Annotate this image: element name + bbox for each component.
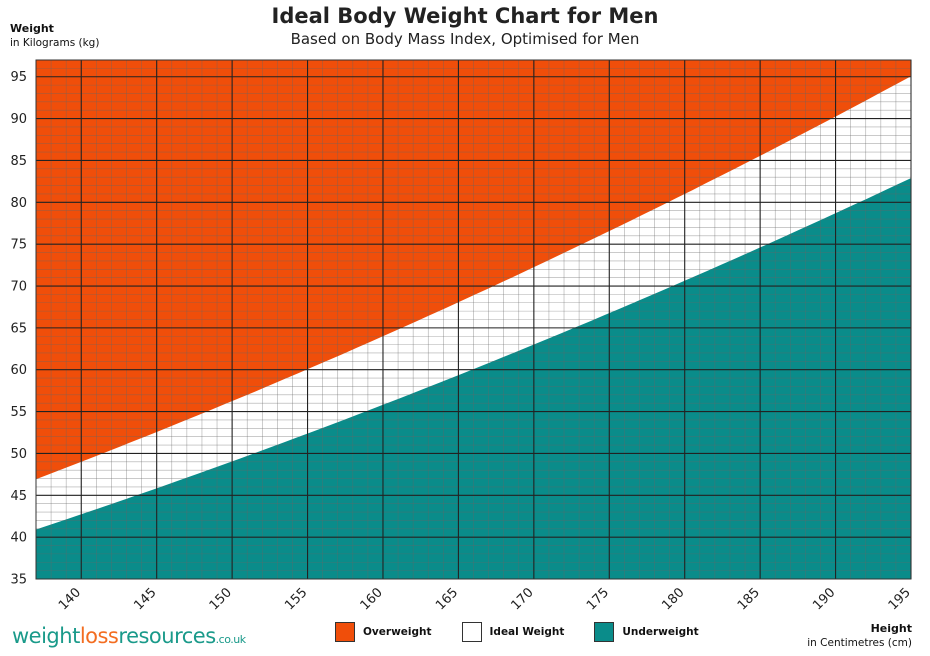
x-axis-unit: in Centimetres (cm)	[807, 637, 912, 649]
y-tick-label: 50	[10, 447, 27, 462]
brand-part-loss: loss	[79, 624, 119, 648]
y-tick-label: 35	[10, 573, 27, 588]
x-tick-label: 160	[358, 585, 386, 613]
legend-swatch-overweight	[335, 622, 355, 642]
x-tick-label: 170	[509, 585, 537, 613]
x-tick-label: 150	[207, 585, 235, 613]
y-axis-title: Weight	[10, 22, 54, 35]
y-tick-label: 75	[10, 238, 27, 253]
y-axis-unit: in Kilograms (kg)	[10, 37, 100, 49]
x-tick-label: 180	[659, 585, 687, 613]
legend-label-underweight: Underweight	[622, 626, 699, 638]
legend-swatch-underweight	[594, 622, 615, 642]
x-tick-label: 145	[131, 585, 159, 613]
x-tick-label: 140	[56, 585, 84, 613]
brand-logo: weightlossresources.co.uk	[12, 624, 246, 648]
chart-title: Ideal Body Weight Chart for Men	[271, 4, 659, 28]
legend-item-underweight: Underweight	[594, 622, 699, 642]
chart-legend: Overweight Ideal Weight Underweight	[335, 622, 729, 642]
y-tick-label: 65	[10, 321, 27, 336]
brand-part-resources: resources	[118, 624, 216, 648]
legend-item-ideal: Ideal Weight	[461, 622, 565, 642]
y-tick-label: 80	[10, 196, 27, 211]
x-tick-label: 185	[735, 585, 763, 613]
y-tick-label: 45	[10, 489, 27, 504]
y-tick-label: 85	[10, 154, 27, 169]
chart-subtitle: Based on Body Mass Index, Optimised for …	[290, 30, 640, 48]
x-tick-label: 195	[886, 585, 914, 613]
y-tick-label: 70	[10, 280, 27, 295]
legend-label-ideal: Ideal Weight	[489, 626, 565, 638]
legend-item-overweight: Overweight	[335, 622, 432, 642]
x-tick-label: 175	[584, 585, 612, 613]
brand-part-weight: weight	[12, 624, 80, 648]
x-axis-label: Height in Centimetres (cm)	[807, 622, 912, 650]
y-tick-label: 95	[10, 70, 27, 85]
y-tick-label: 55	[10, 405, 27, 420]
plot-frame	[35, 59, 912, 580]
x-tick-label: 155	[282, 585, 310, 613]
y-tick-label: 40	[10, 531, 27, 546]
legend-swatch-ideal	[461, 622, 482, 642]
brand-part-domain: .co.uk	[215, 633, 246, 646]
x-tick-label: 190	[810, 585, 838, 613]
y-axis-label: Weight in Kilograms (kg)	[10, 22, 99, 50]
y-tick-label: 60	[10, 363, 27, 378]
x-tick-label: 165	[433, 585, 461, 613]
legend-label-overweight: Overweight	[363, 626, 432, 638]
y-tick-label: 90	[10, 112, 27, 127]
x-axis-title: Height	[870, 622, 912, 635]
